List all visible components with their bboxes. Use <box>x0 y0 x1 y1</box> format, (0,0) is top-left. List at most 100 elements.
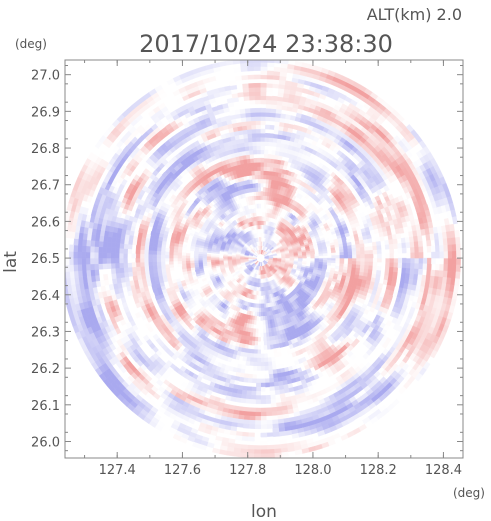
radar-cell <box>260 332 264 338</box>
radar-cell <box>257 353 261 359</box>
radar-cell <box>152 268 158 274</box>
radar-cell <box>335 257 341 262</box>
radar-cell <box>314 255 320 259</box>
radar-cell <box>177 252 183 256</box>
radar-cell <box>355 264 361 269</box>
radar-cell <box>263 353 268 359</box>
radar-cell <box>347 248 353 253</box>
radar-cell <box>260 149 265 155</box>
radar-cell <box>250 166 255 172</box>
radar-cell <box>393 243 399 250</box>
radar-cell <box>257 270 260 275</box>
radar-cell <box>257 170 261 176</box>
radar-cell <box>274 125 280 131</box>
radar-cell <box>135 249 141 255</box>
radar-cell <box>173 257 178 262</box>
radar-cell <box>250 390 257 396</box>
radar-cell <box>127 239 134 245</box>
radar-cell <box>376 245 382 251</box>
radar-cell <box>169 263 174 268</box>
radar-cell <box>243 373 249 379</box>
radar-cell <box>335 252 341 256</box>
radar-cell <box>235 270 240 274</box>
radar-cell <box>263 170 268 176</box>
radar-cell <box>255 120 261 126</box>
radar-cell <box>273 377 279 383</box>
radar-cell <box>256 128 261 134</box>
radar-cell <box>152 257 157 263</box>
radar-cell <box>347 254 353 259</box>
radar-cell <box>243 175 248 181</box>
radar-cell <box>218 257 224 260</box>
radar-cell <box>136 240 142 246</box>
radar-cell <box>256 195 259 201</box>
radar-cell <box>182 244 188 248</box>
radar-cell <box>260 174 264 180</box>
radar-cell <box>247 377 253 383</box>
radar-cell <box>368 250 374 255</box>
radar-cell <box>177 260 183 265</box>
radar-cell <box>322 253 328 257</box>
radar-cell <box>260 157 265 163</box>
radar-cell <box>181 260 187 264</box>
radar-cell <box>253 357 258 363</box>
radar-cell <box>255 386 261 392</box>
radar-cell <box>385 262 390 268</box>
radar-cell <box>257 162 261 167</box>
radar-cell <box>359 243 365 248</box>
radar-cell <box>177 257 182 262</box>
radar-cell <box>210 257 216 261</box>
radar-cell <box>254 212 257 218</box>
radar-cell <box>335 255 341 259</box>
radar-cell <box>256 382 261 388</box>
radar-cell <box>148 250 153 255</box>
radar-cell <box>254 170 259 176</box>
radar-cell <box>356 250 361 255</box>
radar-cell <box>355 243 361 249</box>
radar-cell <box>268 365 273 371</box>
radar-cell <box>135 253 141 259</box>
radar-cell <box>257 349 261 355</box>
radar-cell <box>264 149 269 155</box>
radar-cell <box>181 257 187 262</box>
radar-cell <box>272 369 278 375</box>
radar-cell <box>168 254 174 259</box>
radar-cell <box>281 257 286 259</box>
radar-cell <box>210 254 216 257</box>
radar-cell <box>389 262 395 268</box>
radar-cell <box>198 257 203 261</box>
radar-cell <box>272 373 278 379</box>
radar-cell <box>189 260 195 264</box>
radar-cell <box>331 257 336 261</box>
radar-cell <box>267 361 273 367</box>
radar-cell <box>248 145 254 151</box>
radar-cell <box>372 245 378 251</box>
radar-cell <box>140 245 145 251</box>
radar-cell <box>148 246 154 251</box>
radar-cell <box>326 262 332 266</box>
radar-cell <box>160 250 166 255</box>
radar-cell <box>258 195 261 201</box>
radar-cell <box>339 252 345 256</box>
radar-cell <box>264 357 269 363</box>
radar-cell <box>206 257 211 261</box>
radar-cell <box>269 386 275 392</box>
radar-cell <box>269 382 275 388</box>
radar-cell <box>161 267 167 273</box>
radar-cell <box>301 262 307 265</box>
radar-cell <box>368 253 374 259</box>
radar-cell <box>264 365 269 371</box>
radar-cell <box>140 270 146 276</box>
radar-cell <box>256 361 261 367</box>
radar-cell <box>377 253 382 259</box>
radar-cell <box>206 254 212 257</box>
radar-cell <box>360 261 366 266</box>
radar-cell <box>156 261 162 266</box>
radar-cell <box>351 251 357 256</box>
radar-cell <box>263 340 268 346</box>
radar-cell <box>131 262 137 268</box>
radar-cell <box>185 255 191 259</box>
radar-cell <box>144 245 150 251</box>
radar-cell <box>360 257 366 262</box>
radar-cell <box>272 256 278 258</box>
